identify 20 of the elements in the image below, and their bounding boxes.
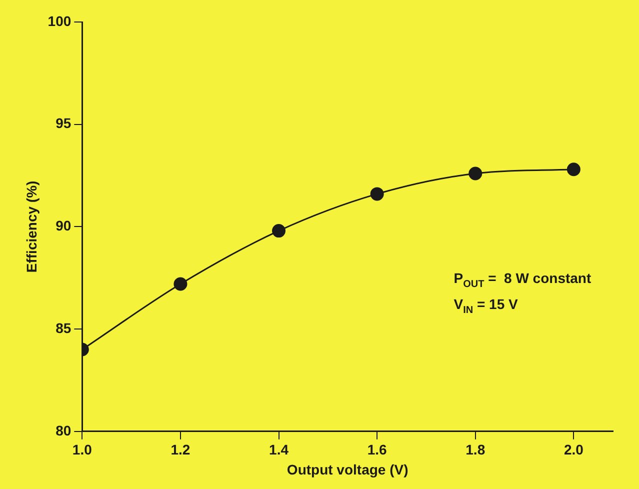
- x-axis-title: Output voltage (V): [286, 461, 408, 478]
- x-tick-label: 1.8: [466, 442, 486, 458]
- x-tick-label: 1.2: [170, 442, 190, 458]
- annotation: V$_{IN}$ = 15 V: [454, 295, 519, 318]
- point: [272, 224, 286, 238]
- x-tick-label: 1.4: [269, 442, 289, 458]
- y-axis-title: Efficiency (%): [23, 180, 40, 273]
- point: [468, 166, 482, 180]
- point: [370, 187, 384, 201]
- y-tick-label: 100: [48, 12, 72, 29]
- point: [174, 277, 188, 291]
- annotation: P$_{OUT}$ = 8 W constant: [454, 268, 592, 292]
- y-tick-label: 90: [56, 218, 72, 234]
- point: [566, 162, 580, 176]
- y-tick-label: 85: [56, 320, 72, 336]
- x-tick-label: 1.0: [72, 442, 92, 458]
- y-tick-label: 95: [56, 115, 72, 132]
- y-tick-label: 80: [56, 422, 72, 438]
- x-tick-label: 1.6: [367, 442, 388, 458]
- x-tick-label: 2.0: [564, 442, 584, 458]
